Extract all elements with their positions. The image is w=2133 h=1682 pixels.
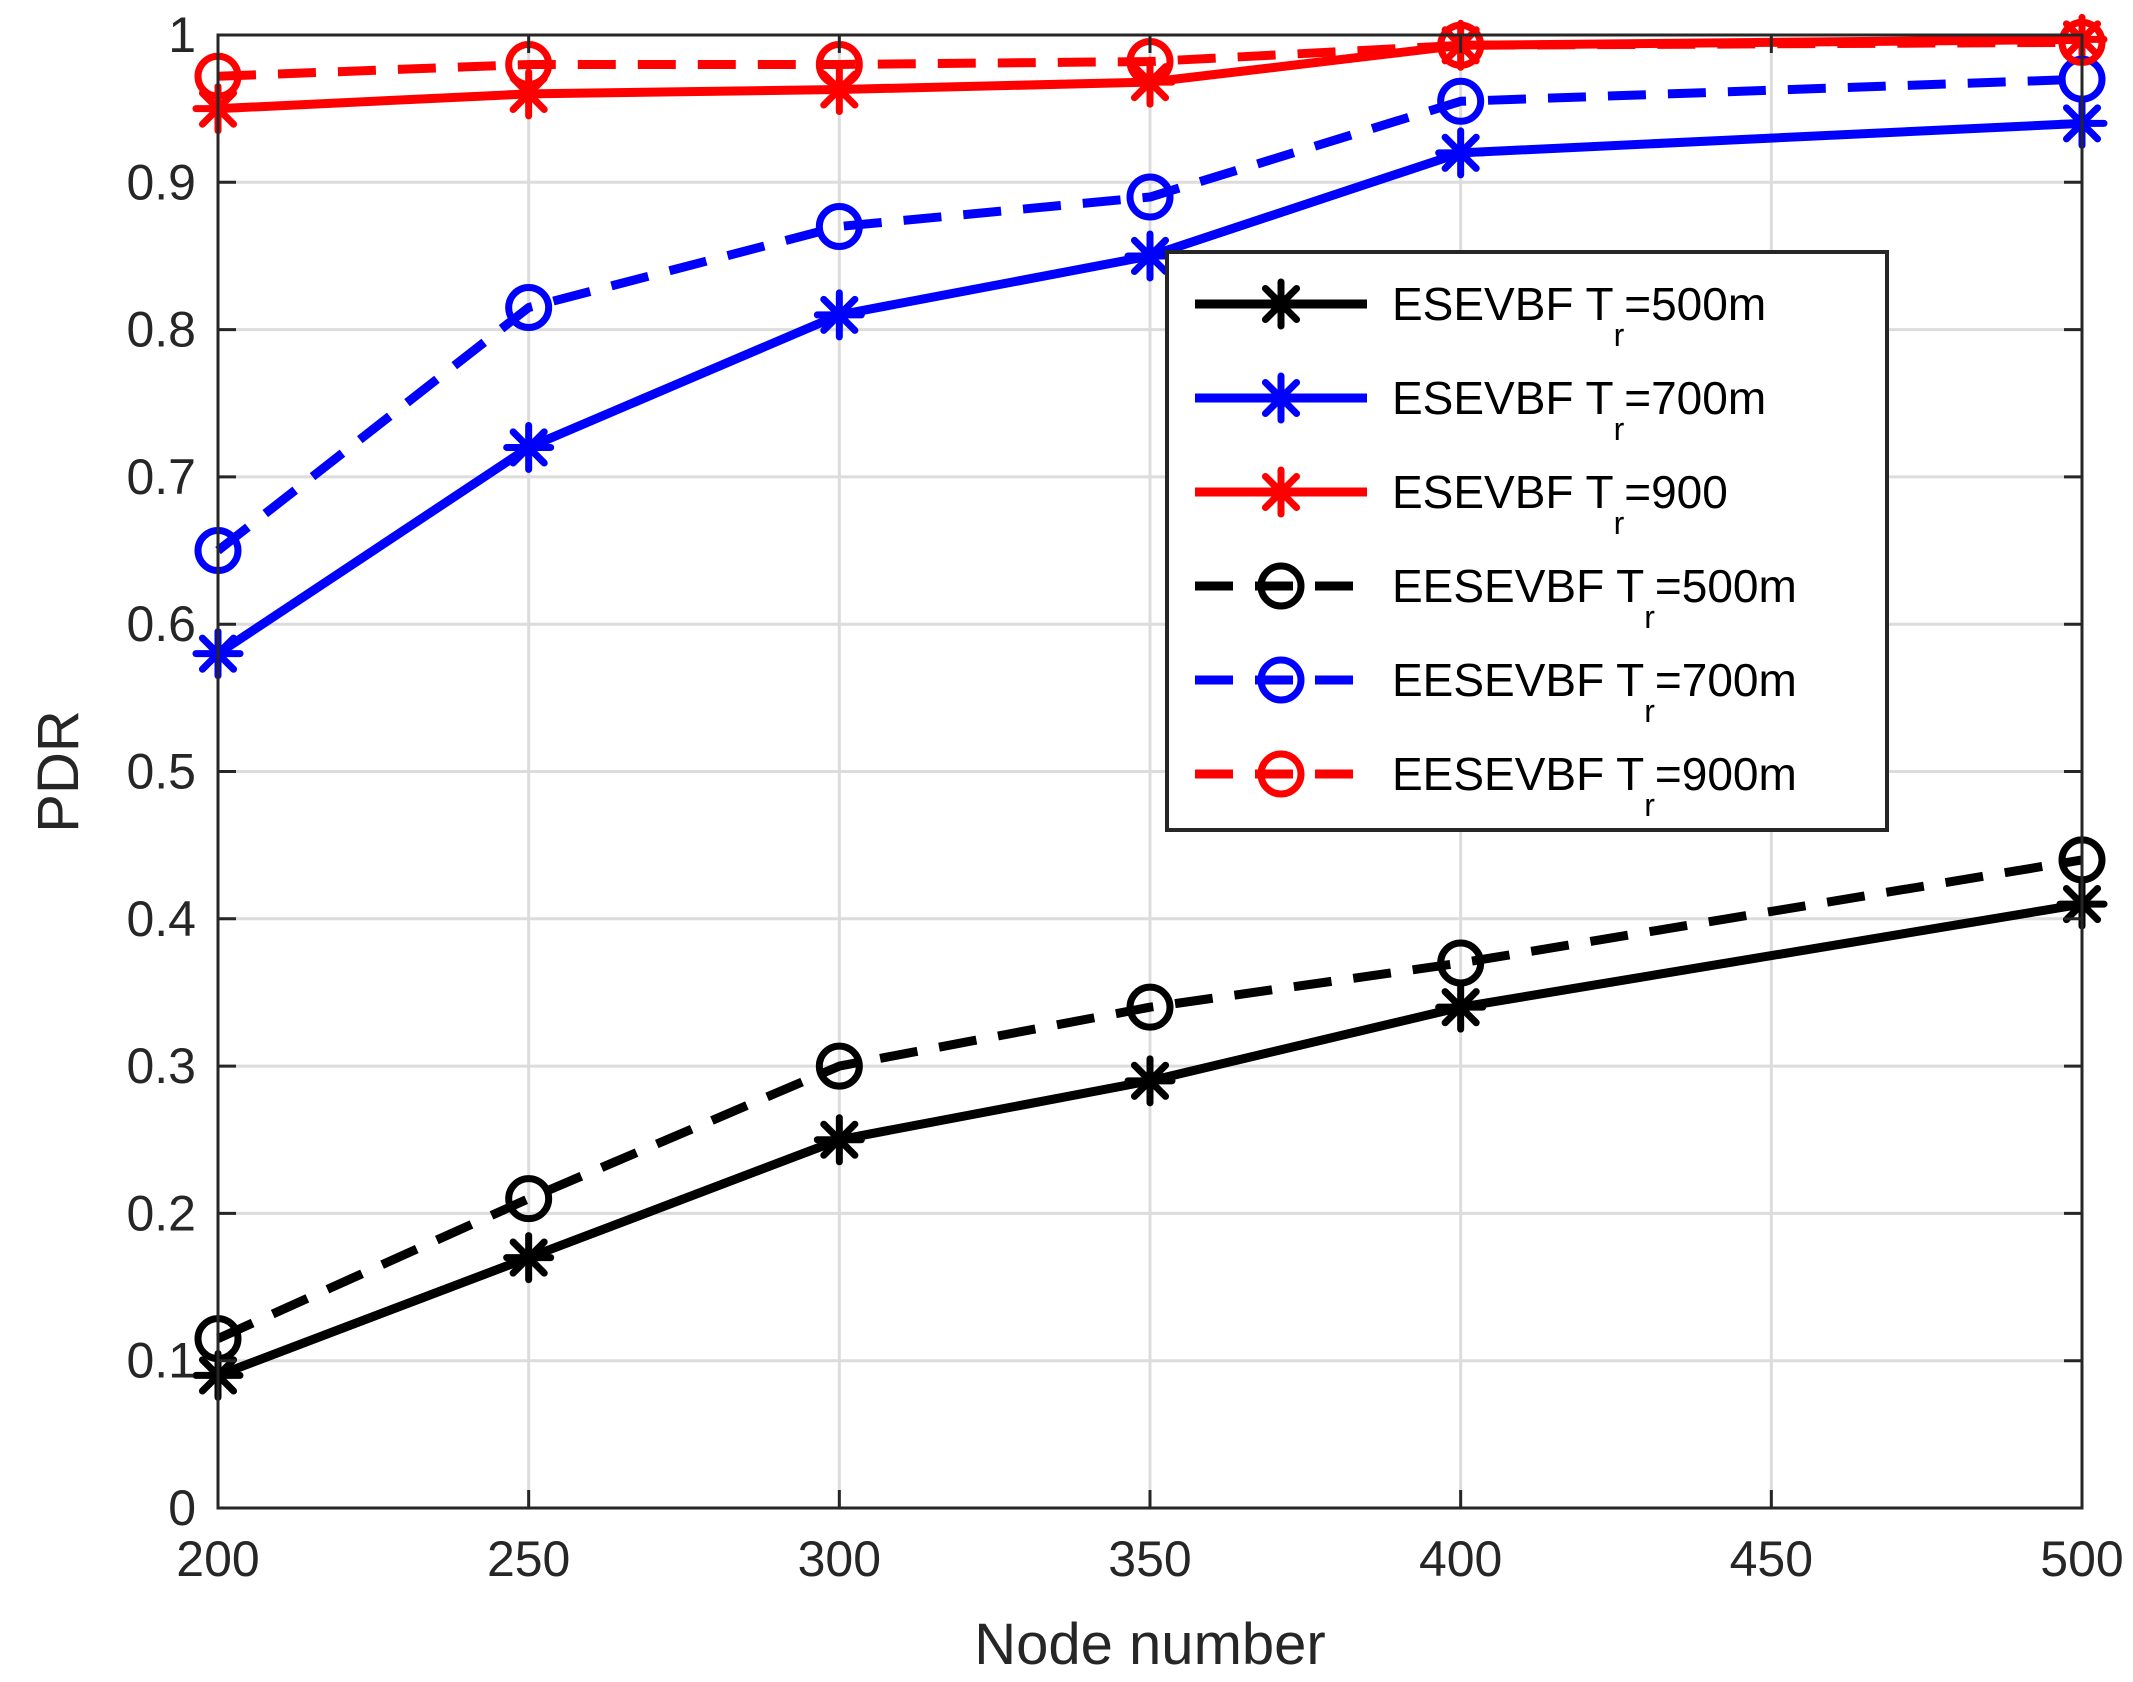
x-tick-label: 300 bbox=[798, 1531, 881, 1587]
y-tick-label: 0.2 bbox=[126, 1185, 196, 1241]
y-tick-label: 0.1 bbox=[126, 1333, 196, 1389]
legend-marker bbox=[1257, 562, 1305, 610]
legend-marker bbox=[1257, 750, 1305, 798]
series-line bbox=[216, 899, 2083, 1380]
legend-label: ESEVBF Tr=700m bbox=[1392, 372, 1766, 447]
legend-marker bbox=[1257, 656, 1305, 704]
y-tick-label: 0.8 bbox=[126, 302, 196, 358]
data-point bbox=[1437, 21, 1485, 69]
x-tick-label: 350 bbox=[1108, 1531, 1191, 1587]
marker-stroke bbox=[1441, 988, 1480, 1027]
y-axis-label: PDR bbox=[26, 710, 91, 832]
legend-item: EESEVBF Tr=700m bbox=[1195, 654, 1797, 729]
data-point bbox=[503, 421, 555, 473]
x-tick-label: 450 bbox=[1730, 1531, 1813, 1587]
series-layer bbox=[192, 13, 2108, 1401]
data-point bbox=[815, 1042, 863, 1090]
y-tick-label: 0.7 bbox=[126, 449, 196, 505]
axis-ticks bbox=[216, 33, 2084, 1510]
legend-item: ESEVBF Tr=700m bbox=[1195, 372, 1766, 447]
legend: ESEVBF Tr=500m ESEVBF Tr=700m ESEVBF Tr=90… bbox=[1165, 250, 1889, 832]
data-point bbox=[1437, 939, 1485, 987]
y-tick-label: 0.3 bbox=[126, 1038, 196, 1094]
y-tick-label: 0 bbox=[168, 1480, 196, 1536]
y-tick-label: 0.9 bbox=[126, 154, 196, 210]
marker-stroke bbox=[820, 1120, 859, 1159]
legend-label: EESEVBF Tr=700m bbox=[1392, 654, 1797, 729]
series-line bbox=[217, 37, 2083, 81]
y-tick-label: 0.5 bbox=[126, 744, 196, 800]
legend-label: EESEVBF Tr=900m bbox=[1392, 748, 1797, 823]
data-point bbox=[815, 202, 863, 250]
legend-item: ESEVBF Tr=900 bbox=[1195, 466, 1728, 541]
data-point bbox=[813, 289, 865, 341]
data-point bbox=[505, 284, 553, 332]
y-tick-label: 1 bbox=[168, 7, 196, 63]
data-point bbox=[505, 1175, 553, 1223]
data-point bbox=[1124, 1055, 1176, 1107]
marker-stroke bbox=[509, 1238, 548, 1277]
marker-stroke bbox=[1261, 284, 1301, 324]
legend-item: EESEVBF Tr=900m bbox=[1195, 748, 1797, 823]
x-tick-label: 200 bbox=[176, 1531, 259, 1587]
marker-stroke bbox=[1130, 1061, 1170, 1100]
data-point bbox=[1435, 127, 1487, 179]
data-point bbox=[1435, 981, 1487, 1033]
x-tick-label: 250 bbox=[487, 1531, 570, 1587]
legend-label: ESEVBF Tr=900 bbox=[1392, 466, 1728, 541]
legend-marker bbox=[1255, 372, 1307, 424]
y-tick-label: 0.6 bbox=[126, 596, 196, 652]
y-tick-labels: 0 0.1 0.2 0.3 0.4 0.5 0.6 0.7 0.8 0.9 1 bbox=[126, 7, 196, 1536]
marker-stroke bbox=[509, 428, 548, 467]
data-point bbox=[1124, 230, 1176, 282]
x-tick-labels: 200 250 300 350 400 450 500 bbox=[176, 1531, 2123, 1587]
marker-stroke bbox=[1261, 378, 1301, 418]
y-tick-label: 0.4 bbox=[126, 891, 196, 947]
data-point bbox=[1126, 983, 1174, 1031]
x-axis-label: Node number bbox=[974, 1612, 1325, 1677]
x-tick-label: 400 bbox=[1419, 1531, 1502, 1587]
data-point bbox=[1126, 173, 1174, 221]
series-4 bbox=[194, 55, 2106, 575]
legend-label: ESEVBF Tr=500m bbox=[1392, 278, 1766, 353]
legend-label: EESEVBF Tr=500m bbox=[1392, 560, 1797, 635]
legend-box bbox=[1165, 250, 1889, 832]
x-tick-label: 500 bbox=[2040, 1531, 2123, 1587]
legend-item: ESEVBF Tr=500m bbox=[1195, 278, 1766, 353]
series-line bbox=[215, 118, 2083, 658]
data-point bbox=[503, 1232, 555, 1284]
series-line bbox=[215, 74, 2083, 555]
marker-stroke bbox=[1130, 236, 1170, 276]
marker-stroke bbox=[820, 295, 859, 334]
legend-marker bbox=[1255, 278, 1307, 330]
legend-item: EESEVBF Tr=500m bbox=[1195, 560, 1797, 635]
series-line bbox=[216, 855, 2083, 1343]
data-point bbox=[1437, 77, 1485, 125]
data-point bbox=[813, 1114, 865, 1166]
marker-stroke bbox=[1441, 133, 1480, 172]
legend-marker bbox=[1255, 466, 1307, 518]
marker-stroke bbox=[1261, 472, 1301, 512]
